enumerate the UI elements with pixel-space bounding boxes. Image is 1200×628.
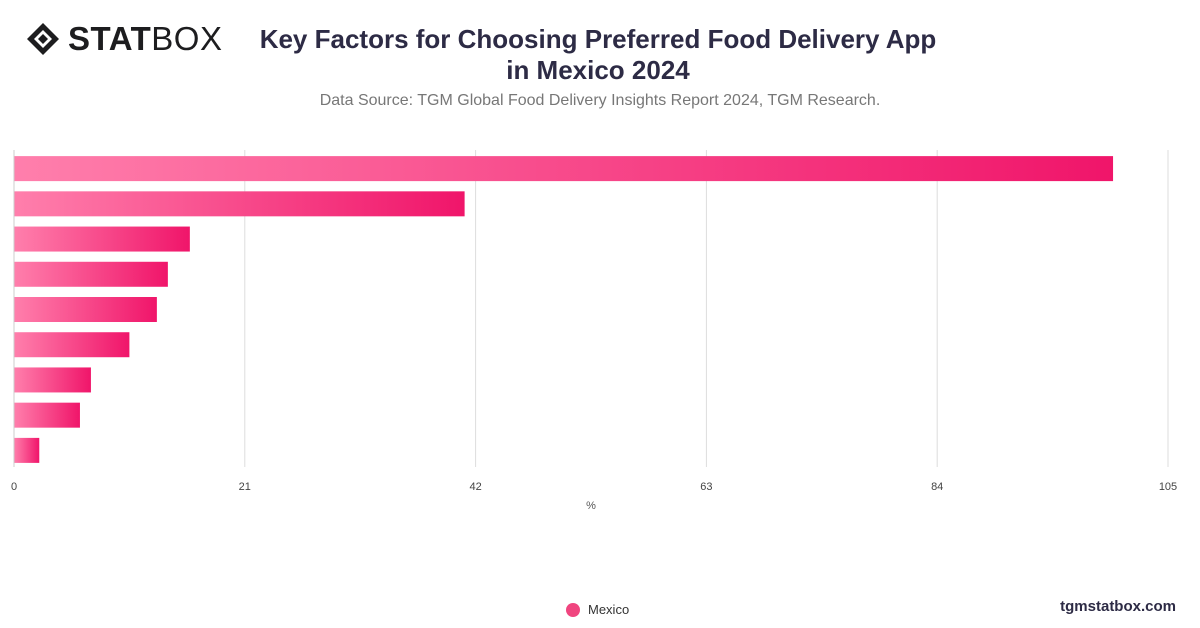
x-axis-title: % [586,500,596,512]
chart-title-line2: in Mexico 2024 [506,55,690,85]
x-tick-label: 0 [11,481,17,493]
x-tick-label: 21 [239,481,251,493]
statbox-wordmark: STATBOX [68,20,223,57]
bar [14,437,40,463]
chart-title: Key Factors for Choosing Preferred Food … [220,24,976,86]
site-url[interactable]: tgmstatbox.com [1060,598,1176,615]
bar [14,191,465,217]
bar [14,226,190,252]
bar [14,297,157,322]
statbox-diamond-icon [27,23,59,55]
statbox-logo: STATBOX [26,22,222,56]
chart-title-line1: Key Factors for Choosing Preferred Food … [259,24,937,54]
bar [14,367,91,393]
legend-label-mexico: Mexico [588,602,630,617]
legend[interactable]: Mexico [566,602,629,617]
bar [14,402,80,428]
chart-subtitle: Data Source: TGM Global Food Delivery In… [319,92,881,109]
bar [14,156,1114,182]
bar [14,332,130,358]
x-tick-label: 42 [469,481,481,493]
bar [14,261,168,287]
x-tick-label: 105 [1159,481,1177,493]
x-tick-label: 84 [931,481,943,493]
x-tick-label: 63 [700,481,712,493]
legend-marker-mexico [566,602,580,617]
